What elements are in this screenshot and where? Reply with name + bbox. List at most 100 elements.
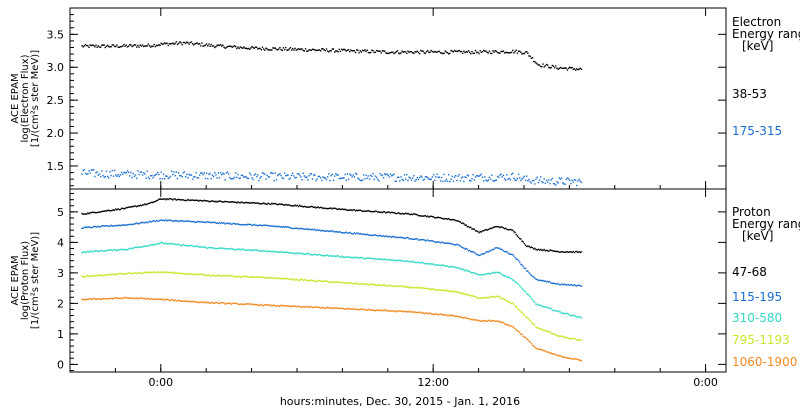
proton-data-point (546, 351, 549, 353)
proton-data-point (314, 253, 316, 256)
electron-data-point (294, 47, 296, 50)
proton-data-point (538, 327, 541, 330)
proton-data-point (516, 282, 519, 285)
proton-data-point (239, 202, 242, 204)
proton-data-point (379, 258, 381, 260)
electron-data-point (168, 177, 171, 179)
electron-data-point (339, 50, 342, 53)
proton-data-point (201, 221, 203, 223)
electron-data-point (88, 46, 90, 48)
proton-data-point (228, 302, 230, 305)
proton-data-point (523, 290, 526, 292)
proton-data-point (127, 272, 130, 274)
electron-data-point (574, 179, 577, 181)
proton-data-point (113, 297, 116, 299)
proton-data-point (104, 298, 107, 300)
proton-data-point (82, 251, 84, 254)
proton-data-point (301, 306, 303, 308)
electron-data-point (516, 177, 519, 180)
proton-data-point (451, 218, 453, 221)
electron-data-point (353, 176, 356, 178)
proton-data-point (326, 306, 329, 309)
proton-data-point (520, 311, 522, 313)
proton-data-point (365, 257, 367, 260)
electron-data-point (120, 45, 123, 48)
proton-data-point (443, 218, 445, 220)
proton-data-point (200, 199, 202, 202)
proton-data-point (273, 250, 275, 253)
proton-data-point (526, 292, 528, 295)
proton-data-point (259, 224, 261, 226)
proton-data-point (542, 249, 544, 252)
proton-data-point (535, 303, 537, 305)
proton-data-point (420, 215, 422, 217)
electron-data-point (388, 176, 391, 178)
proton-data-point (558, 335, 561, 337)
proton-data-point (530, 274, 533, 277)
proton-data-point (571, 314, 573, 317)
electron-data-point (503, 52, 506, 54)
proton-data-point (136, 222, 138, 224)
electron-data-point (435, 51, 437, 53)
proton-data-point (378, 283, 380, 286)
proton-data-point (250, 276, 252, 278)
electron-data-point (431, 176, 434, 178)
proton-data-point (446, 242, 449, 244)
electron-data-point (211, 174, 214, 176)
proton-data-point (225, 274, 228, 277)
proton-data-point (254, 202, 257, 204)
electron-data-point (481, 50, 484, 53)
proton-data-point (470, 271, 472, 274)
proton-data-point (520, 238, 522, 240)
proton-data-point (569, 251, 571, 253)
electron-data-point (403, 174, 406, 176)
proton-data-point (123, 296, 125, 299)
proton-data-point (316, 254, 318, 257)
proton-data-point (353, 283, 356, 285)
electron-data-point (542, 181, 544, 184)
electron-data-point (177, 42, 180, 44)
proton-data-point (310, 253, 313, 256)
proton-data-point (520, 286, 522, 288)
proton-data-point (141, 297, 144, 299)
proton-data-point (340, 282, 343, 284)
electron-data-point (565, 67, 567, 69)
proton-data-point (232, 248, 235, 250)
proton-data-point (246, 249, 249, 251)
proton-data-point (515, 305, 517, 308)
proton-data-point (238, 248, 240, 250)
electron-data-point (356, 173, 358, 175)
electron-data-point (324, 177, 327, 179)
electron-data-point (193, 176, 195, 178)
proton-data-point (260, 203, 263, 205)
electron-data-point (286, 174, 288, 176)
proton-data-point (274, 251, 276, 253)
proton-data-point (190, 273, 193, 275)
electron-data-point (332, 179, 335, 181)
electron-data-point (538, 64, 541, 66)
proton-data-point (271, 305, 273, 307)
proton-data-point (224, 200, 226, 203)
proton-data-point (302, 228, 304, 230)
proton-data-point (273, 202, 275, 205)
proton-data-point (280, 226, 282, 228)
proton-data-point (246, 275, 249, 278)
proton-data-point (98, 226, 101, 228)
proton-data-point (264, 250, 266, 252)
proton-data-point (534, 324, 536, 326)
proton-data-point (437, 289, 439, 292)
proton-data-point (522, 313, 524, 315)
proton-data-point (386, 211, 388, 214)
proton-data-point (181, 199, 183, 201)
electron-data-point (198, 174, 201, 176)
proton-data-point (364, 233, 366, 236)
proton-data-point (565, 284, 567, 286)
proton-data-point (245, 249, 247, 251)
proton-data-point (567, 251, 570, 253)
proton-data-point (166, 220, 168, 222)
proton-data-point (455, 219, 457, 222)
proton-data-point (489, 272, 492, 275)
electron-data-point (331, 48, 334, 50)
proton-data-point (513, 326, 515, 329)
proton-data-point (429, 215, 431, 218)
